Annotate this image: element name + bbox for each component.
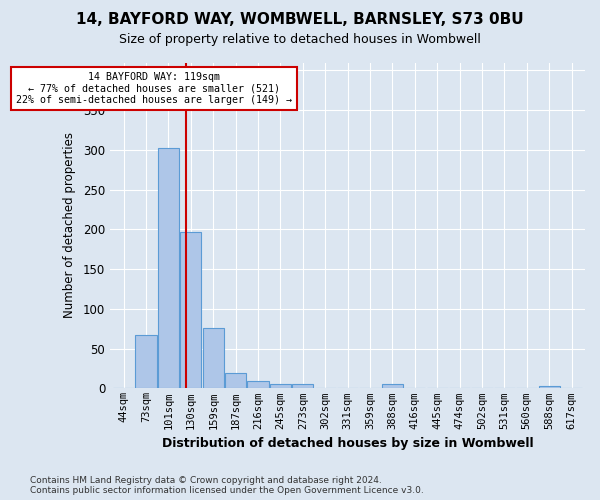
- Text: Contains HM Land Registry data © Crown copyright and database right 2024.
Contai: Contains HM Land Registry data © Crown c…: [30, 476, 424, 495]
- Y-axis label: Number of detached properties: Number of detached properties: [63, 132, 76, 318]
- Bar: [158, 148, 179, 388]
- Bar: [382, 384, 403, 388]
- Bar: [247, 381, 269, 388]
- Bar: [292, 384, 313, 388]
- Bar: [270, 384, 291, 388]
- Bar: [180, 232, 202, 388]
- Bar: [225, 374, 246, 388]
- Text: 14 BAYFORD WAY: 119sqm
← 77% of detached houses are smaller (521)
22% of semi-de: 14 BAYFORD WAY: 119sqm ← 77% of detached…: [16, 72, 292, 105]
- Bar: [136, 335, 157, 388]
- Bar: [203, 328, 224, 388]
- Text: 14, BAYFORD WAY, WOMBWELL, BARNSLEY, S73 0BU: 14, BAYFORD WAY, WOMBWELL, BARNSLEY, S73…: [76, 12, 524, 28]
- X-axis label: Distribution of detached houses by size in Wombwell: Distribution of detached houses by size …: [162, 437, 533, 450]
- Bar: [539, 386, 560, 388]
- Text: Size of property relative to detached houses in Wombwell: Size of property relative to detached ho…: [119, 32, 481, 46]
